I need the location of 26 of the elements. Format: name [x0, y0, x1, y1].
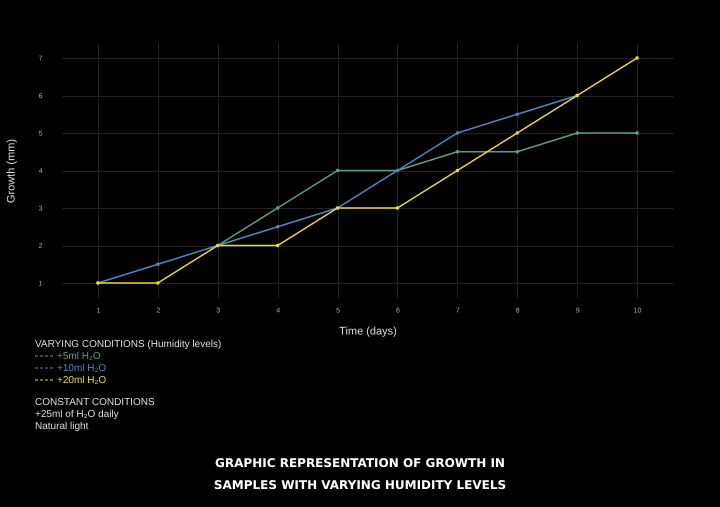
y-axis-title: Growth (mm) [6, 138, 18, 204]
point [516, 150, 519, 154]
text: GRAPHIC REPRESENTATION OF GROWTH IN SAMPLES WITH VARYING HUMIDITY LEVELS [214, 456, 506, 492]
point [516, 131, 519, 135]
point [276, 244, 280, 248]
point [156, 281, 160, 285]
legend-label: +10ml H₂O [57, 363, 106, 374]
x-axis-title: Time (days) [339, 326, 397, 338]
point [456, 150, 460, 154]
point [516, 112, 519, 116]
point [575, 131, 579, 135]
point [156, 262, 160, 266]
legend-label: +5ml H₂O [57, 351, 101, 362]
point [336, 168, 340, 172]
point [635, 131, 639, 135]
legend-title: VARYING CONDITIONS (Humidity levels) [35, 339, 222, 350]
legend-label: +20ml H₂O [57, 375, 106, 386]
text: Natural light [35, 421, 89, 432]
text: +25ml of H₂O daily [35, 409, 119, 420]
point [635, 56, 639, 60]
point [276, 225, 280, 228]
point [456, 131, 460, 135]
point [276, 206, 280, 210]
point [456, 168, 460, 172]
text: CONSTANT CONDITIONS [35, 397, 155, 408]
point [396, 206, 400, 210]
